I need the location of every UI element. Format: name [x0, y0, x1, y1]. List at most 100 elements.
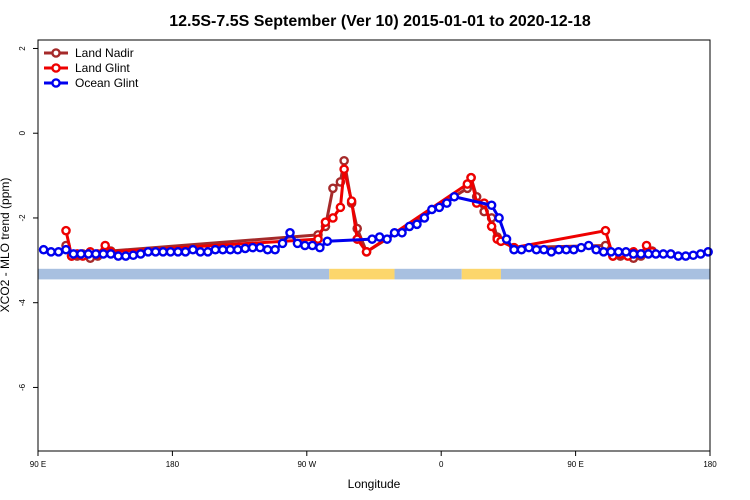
- data-point-ocean-glint: [598, 247, 609, 257]
- data-point-ocean-glint: [46, 247, 56, 257]
- data-point-ocean-glint: [195, 247, 206, 257]
- legend-item-land-nadir: Land Nadir: [44, 46, 134, 60]
- data-point-ocean-glint: [53, 247, 64, 257]
- legend-label: Land Nadir: [75, 46, 134, 60]
- data-point-ocean-glint: [583, 240, 594, 251]
- data-point-land-glint: [313, 234, 323, 244]
- data-point-ocean-glint: [270, 244, 280, 255]
- data-point-ocean-glint: [240, 243, 250, 254]
- data-point-ocean-glint: [203, 247, 213, 257]
- data-point-ocean-glint: [419, 213, 430, 223]
- data-point-ocean-glint: [150, 247, 161, 257]
- data-point-land-glint: [100, 240, 110, 251]
- data-point-ocean-glint: [217, 244, 228, 255]
- legend-marker: [51, 63, 61, 73]
- band-segment: [500, 268, 710, 280]
- land-ocean-band: [38, 268, 710, 280]
- legend-item-land-glint: Land Glint: [44, 61, 130, 75]
- data-point-ocean-glint: [628, 249, 639, 259]
- data-point-ocean-glint: [606, 247, 616, 257]
- data-point-ocean-glint: [412, 219, 422, 230]
- data-point-ocean-glint: [76, 249, 86, 259]
- data-point-ocean-glint: [389, 227, 400, 238]
- x-tick-label: 90 W: [297, 460, 316, 469]
- data-point-ocean-glint: [255, 242, 265, 253]
- data-point-ocean-glint: [531, 244, 542, 255]
- data-point-ocean-glint: [180, 247, 191, 257]
- data-point-ocean-glint: [613, 247, 624, 257]
- data-point-land-glint: [641, 240, 652, 251]
- y-tick-label: 2: [18, 46, 27, 51]
- data-point-ocean-glint: [494, 213, 504, 223]
- data-point-land-glint: [361, 247, 372, 257]
- data-point-ocean-glint: [98, 249, 109, 259]
- data-point-ocean-glint: [397, 227, 407, 238]
- x-axis: 90 E 180 90 W 0 90 E 180: [30, 451, 717, 469]
- data-point-ocean-glint: [210, 244, 221, 255]
- data-point-ocean-glint: [434, 202, 445, 213]
- band-segment: [38, 268, 330, 280]
- data-point-ocean-glint: [561, 244, 572, 255]
- data-point-ocean-glint: [143, 247, 153, 257]
- data-point-ocean-glint: [188, 244, 198, 255]
- x-axis-label: Longitude: [348, 477, 401, 491]
- data-point-land-glint: [466, 172, 476, 183]
- data-point-ocean-glint: [591, 244, 601, 255]
- band-segment: [329, 268, 395, 280]
- legend-label: Land Glint: [75, 61, 130, 75]
- data-point-ocean-glint: [158, 247, 168, 257]
- x-tick-label: 180: [703, 460, 717, 469]
- y-tick-label: -6: [18, 383, 27, 391]
- data-point-ocean-glint: [232, 244, 243, 255]
- data-point-land-glint: [486, 221, 497, 232]
- data-point-ocean-glint: [621, 247, 631, 257]
- data-point-ocean-glint: [695, 249, 706, 259]
- data-point-ocean-glint: [322, 236, 333, 247]
- data-point-ocean-glint: [38, 244, 49, 255]
- data-point-ocean-glint: [554, 244, 564, 255]
- series-layer: [38, 155, 713, 264]
- data-point-ocean-glint: [382, 234, 392, 244]
- data-point-ocean-glint: [546, 247, 557, 257]
- data-point-ocean-glint: [307, 240, 318, 251]
- data-point-ocean-glint: [300, 240, 310, 251]
- data-point-ocean-glint: [516, 244, 527, 255]
- data-point-ocean-glint: [247, 242, 258, 253]
- legend-label: Ocean Glint: [75, 76, 139, 90]
- data-point-ocean-glint: [315, 242, 325, 253]
- data-point-land-glint: [320, 217, 331, 227]
- data-point-ocean-glint: [636, 249, 646, 259]
- x-tick-label: 180: [166, 460, 180, 469]
- y-tick-label: -2: [18, 214, 27, 222]
- data-point-land-glint: [346, 196, 357, 206]
- data-point-ocean-glint: [658, 249, 669, 259]
- data-point-ocean-glint: [128, 250, 138, 261]
- data-point-land-nadir: [328, 183, 338, 194]
- data-point-ocean-glint: [501, 234, 512, 244]
- x-tick-label: 0: [439, 460, 444, 469]
- data-point-ocean-glint: [651, 249, 661, 259]
- data-point-ocean-glint: [173, 247, 183, 257]
- data-point-ocean-glint: [427, 204, 437, 215]
- data-point-ocean-glint: [666, 249, 676, 259]
- data-point-ocean-glint: [441, 198, 452, 208]
- data-point-ocean-glint: [113, 251, 124, 261]
- data-point-ocean-glint: [91, 249, 101, 259]
- data-point-ocean-glint: [509, 244, 519, 255]
- data-point-ocean-glint: [225, 244, 236, 255]
- data-point-land-glint: [61, 225, 71, 236]
- data-point-ocean-glint: [449, 191, 460, 202]
- data-point-ocean-glint: [106, 249, 116, 259]
- data-point-ocean-glint: [539, 244, 549, 255]
- data-point-ocean-glint: [703, 247, 713, 257]
- chart-title: 12.5S-7.5S September (Ver 10) 2015-01-01…: [169, 13, 591, 30]
- data-point-ocean-glint: [576, 242, 587, 253]
- data-point-land-glint: [339, 164, 349, 175]
- plot-frame: [37, 39, 711, 452]
- legend-marker: [51, 78, 61, 88]
- data-point-ocean-glint: [61, 244, 71, 255]
- data-point-ocean-glint: [486, 200, 497, 211]
- y-axis: 2 0 -2 -4 -6: [18, 46, 38, 391]
